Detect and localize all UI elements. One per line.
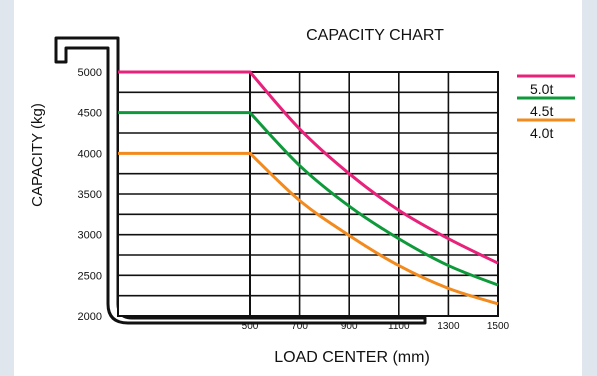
x-tick-label: 700 (291, 321, 308, 332)
x-tick-label: 500 (242, 321, 259, 332)
y-tick-label: 2000 (78, 311, 102, 323)
chart-grid (118, 71, 499, 317)
x-tick-label: 1500 (487, 321, 510, 332)
series-line-5-0t (118, 70, 499, 265)
legend-label: 5.0t (530, 81, 553, 97)
y-tick-label: 5000 (78, 67, 102, 79)
y-tick-labels: 5000 4500 4000 3500 3000 2500 2000 (78, 67, 102, 323)
y-tick-label: 2500 (78, 270, 102, 282)
x-tick-label: 1300 (437, 321, 460, 332)
y-tick-label: 4000 (78, 148, 102, 160)
x-axis-label: LOAD CENTER (mm) (274, 349, 430, 366)
chart-title: CAPACITY CHART (306, 27, 444, 44)
chart-series (118, 70, 499, 306)
x-tick-label: 1100 (388, 321, 410, 332)
y-axis-label: CAPACITY (kg) (29, 103, 46, 207)
y-tick-label: 3500 (78, 189, 102, 201)
plot-frame (249, 71, 499, 317)
legend: 5.0t 4.5t 4.0t (517, 74, 575, 141)
y-tick-label: 4500 (78, 108, 102, 120)
series-line-4-0t (118, 151, 499, 306)
x-tick-label: 900 (341, 321, 358, 332)
x-tick-labels: 500 700 900 1100 1300 1500 (242, 321, 510, 332)
series-line-4-5t (118, 111, 499, 287)
legend-label: 4.5t (530, 103, 553, 119)
legend-label: 4.0t (530, 125, 553, 141)
y-tick-label: 3000 (78, 230, 102, 242)
